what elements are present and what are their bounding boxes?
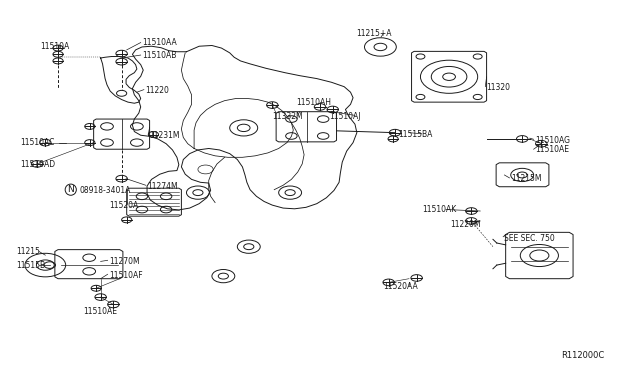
Text: 11231M: 11231M [150,131,180,140]
Text: N: N [67,185,74,194]
Text: R112000C: R112000C [562,351,605,360]
Text: 11510AK: 11510AK [422,205,456,214]
Text: 11274M: 11274M [147,182,178,190]
Text: 11515BA: 11515BA [398,130,433,139]
Text: 08918-3401A: 08918-3401A [79,186,131,195]
Text: 11510AF: 11510AF [109,270,143,279]
Text: 11510AC: 11510AC [20,138,54,147]
Text: 11270M: 11270M [109,257,140,266]
Text: 11510AD: 11510AD [20,160,55,169]
Text: 11215+A: 11215+A [356,29,392,38]
Text: SEE SEC. 750: SEE SEC. 750 [504,234,555,243]
Text: 11520A: 11520A [109,201,138,210]
Text: 11510AJ: 11510AJ [330,112,361,121]
Text: 11520AA: 11520AA [383,282,419,291]
Text: 11510AA: 11510AA [142,38,177,47]
Text: 11510AE: 11510AE [535,145,569,154]
Text: 11510AH: 11510AH [296,97,331,107]
Text: 11215: 11215 [16,247,40,256]
Text: 11510AE: 11510AE [83,307,118,316]
Text: 11320: 11320 [486,83,511,92]
Text: 11332M: 11332M [272,112,303,121]
Text: 11510AG: 11510AG [535,135,570,144]
Text: 11220M: 11220M [451,220,481,229]
Text: 11510A: 11510A [40,42,70,51]
Text: 11215M: 11215M [511,174,541,183]
Text: 11510AB: 11510AB [142,51,177,60]
Text: 11220: 11220 [145,86,169,95]
Text: 11515B: 11515B [16,261,45,270]
